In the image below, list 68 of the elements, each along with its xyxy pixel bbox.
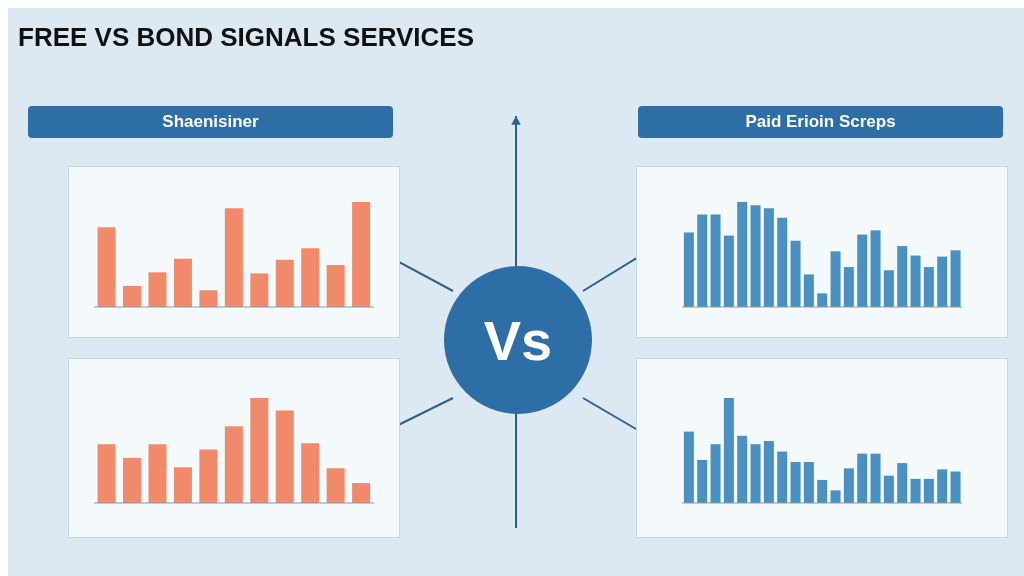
bar [199, 449, 218, 503]
bar [843, 267, 854, 307]
bar [897, 246, 908, 307]
bar [897, 463, 908, 503]
bar [352, 483, 371, 503]
bar [224, 208, 243, 307]
bar [857, 234, 868, 307]
bar [148, 272, 167, 307]
bar [937, 469, 948, 503]
bar [275, 259, 294, 307]
bar [326, 265, 345, 307]
bar [843, 468, 854, 503]
bar [326, 468, 345, 503]
bar [790, 462, 801, 503]
bar [923, 267, 934, 307]
bar [870, 453, 881, 503]
bar [883, 475, 894, 503]
bar [777, 451, 788, 503]
bar [275, 410, 294, 503]
bar [173, 258, 192, 307]
bar [763, 441, 774, 503]
bar [910, 255, 921, 307]
chart-title: FREE VS BOND SIGNALS SERVICES [18, 22, 475, 53]
bar [950, 471, 961, 503]
bar [750, 444, 761, 503]
bar [790, 240, 801, 307]
bar [697, 214, 708, 307]
bar [697, 459, 708, 503]
bar [910, 478, 921, 503]
bar [224, 426, 243, 503]
bar [148, 444, 167, 503]
bar [817, 479, 828, 503]
bar [803, 274, 814, 307]
bar [352, 202, 371, 307]
bar [777, 217, 788, 307]
bar [123, 457, 142, 503]
bar [763, 208, 774, 307]
bar [710, 214, 721, 307]
bar [683, 232, 694, 307]
bar [723, 235, 734, 307]
chart-subtitle: Shaenisiner [28, 106, 393, 138]
bar [199, 290, 218, 307]
bar [97, 444, 116, 503]
bar [123, 286, 142, 307]
bar [937, 256, 948, 307]
bar [97, 227, 116, 307]
bar [737, 202, 748, 307]
bar [723, 398, 734, 503]
bar [737, 435, 748, 503]
bar [830, 490, 841, 503]
bar [750, 205, 761, 307]
bar [250, 398, 269, 503]
bar [817, 293, 828, 307]
text: Vs [444, 266, 592, 414]
bar [683, 431, 694, 503]
bar [250, 273, 269, 307]
bar [923, 478, 934, 503]
bar [301, 443, 320, 503]
bar [950, 250, 961, 307]
bar [173, 467, 192, 503]
bar [301, 248, 320, 307]
bar [710, 444, 721, 503]
bar [870, 230, 881, 307]
bar [857, 453, 868, 503]
bar [830, 251, 841, 307]
bar [883, 270, 894, 307]
bar [803, 462, 814, 503]
chart-subtitle: Paid Erioin Screps [638, 106, 1003, 138]
